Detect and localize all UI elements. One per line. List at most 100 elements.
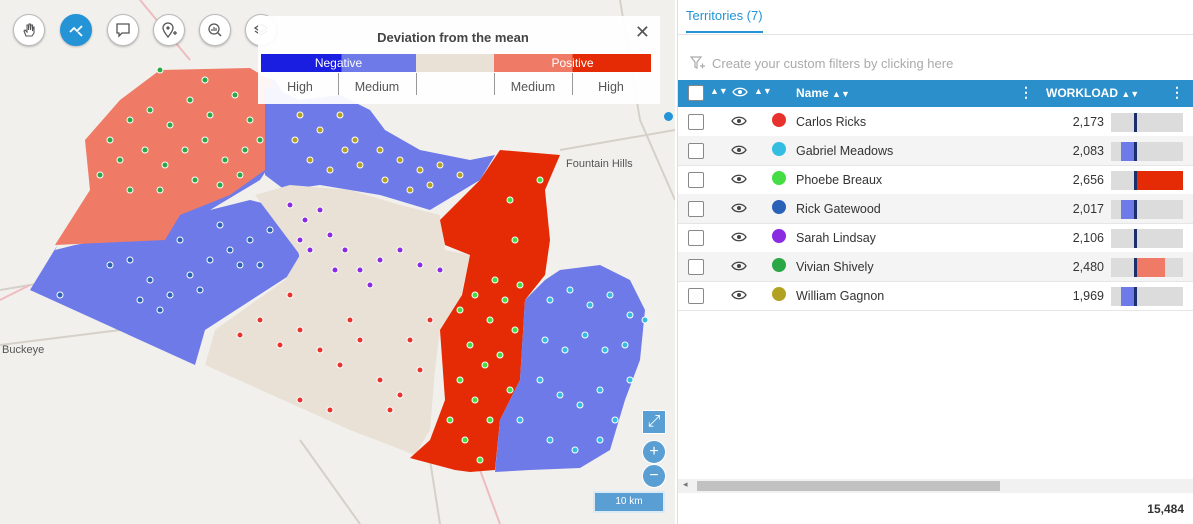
analyze-button[interactable] [199,14,231,46]
analyze-icon [208,23,222,37]
workload-deviation-gauge [1111,287,1183,306]
workload-deviation-gauge [1111,200,1183,219]
territory-color-dot [772,142,786,156]
place-fountain-hills: Fountain Hills [566,158,633,170]
comment-icon [116,23,130,38]
workload-deviation-gauge [1111,229,1183,248]
table-row[interactable]: Phoebe Breaux 2,656 [678,165,1193,195]
scrollbar-thumb[interactable] [697,481,1000,491]
table-row[interactable]: Sarah Lindsay 2,106 [678,223,1193,253]
row-checkbox[interactable] [688,201,704,217]
visibility-eye-icon[interactable] [731,202,747,214]
row-checkbox[interactable] [688,172,704,188]
gauge-fill [1137,258,1165,277]
visibility-eye-icon[interactable] [731,260,747,272]
select-all-checkbox[interactable] [688,85,704,101]
scroll-left-icon[interactable]: ◂ [683,479,688,489]
filter-add-icon [690,56,705,69]
comment-button[interactable] [107,14,139,46]
legend-separator [572,73,573,95]
zoom-out-button[interactable]: − [642,464,666,488]
territory-color-dot [772,287,786,301]
visibility-eye-icon[interactable] [731,115,747,127]
sort-icon[interactable]: ▲▼ [710,86,728,96]
zoom-in-button[interactable]: + [642,440,666,464]
territory-name: Phoebe Breaux [796,173,883,187]
legend-neutral-bar [416,54,494,72]
legend-separator [494,73,495,95]
workload-value: 2,017 [1072,202,1104,216]
legend-high-positive: High [598,80,624,94]
row-checkbox[interactable] [688,143,704,159]
tab-divider [678,34,1193,35]
territory-name: Sarah Lindsay [796,231,876,245]
table-row[interactable]: Carlos Ricks 2,173 [678,107,1193,137]
territory-name: Vivian Shively [796,260,874,274]
visibility-eye-icon[interactable] [731,173,747,185]
row-checkbox[interactable] [688,288,704,304]
tab-territories[interactable]: Territories (7) [686,8,763,33]
scale-bar: 10 km [593,491,665,513]
gauge-mean-marker [1134,229,1137,248]
workload-value: 2,083 [1072,144,1104,158]
visibility-eye-icon[interactable] [731,231,747,243]
gauge-mean-marker [1134,142,1137,161]
fullscreen-button[interactable]: ⤢ [642,410,666,434]
territory-name: Carlos Ricks [796,115,867,129]
visibility-header-icon[interactable] [732,86,748,98]
gauge-mean-marker [1134,200,1137,219]
territory-southeast [495,265,645,472]
column-menu-icon[interactable]: ⋮ [1170,84,1184,100]
row-checkbox[interactable] [688,259,704,275]
visibility-eye-icon[interactable] [731,289,747,301]
table-row[interactable]: Vivian Shively 2,480 [678,252,1193,282]
gauge-fill [1121,200,1137,219]
panel-resize-handle[interactable] [664,112,673,121]
hand-tool-button[interactable] [13,14,45,46]
territories-panel: Territories (7) Create your custom filte… [677,0,1193,524]
workload-value: 2,656 [1072,173,1104,187]
sort-icon[interactable]: ▲▼ [1121,89,1140,99]
territory-name: Gabriel Meadows [796,144,894,158]
column-name-header[interactable]: Name ▲▼ [796,86,850,100]
gauge-mean-marker [1134,113,1137,132]
legend-positive-label: Positive [551,56,594,70]
column-workload-header[interactable]: WORKLOAD ▲▼ [1046,86,1139,100]
legend-medium-positive: Medium [510,80,556,94]
legend-close-icon[interactable]: ✕ [634,22,650,42]
row-checkbox[interactable] [688,230,704,246]
sort-icon[interactable]: ▲▼ [754,86,772,96]
sort-icon[interactable]: ▲▼ [832,89,850,99]
row-checkbox[interactable] [688,114,704,130]
gauge-fill [1121,287,1137,306]
territory-map[interactable] [0,0,675,524]
filter-bar[interactable]: Create your custom filters by clicking h… [678,52,1193,74]
gauge-mean-marker [1134,171,1137,190]
legend-medium-negative: Medium [354,80,400,94]
workload-value: 2,480 [1072,260,1104,274]
territory-northwest [55,68,285,245]
territory-color-dot [772,229,786,243]
map-canvas[interactable]: Fountain Hills Buckeye Deviation from th… [0,0,675,524]
add-pin-icon [162,22,177,38]
hand-icon [23,23,35,37]
table-row[interactable]: William Gagnon 1,969 [678,281,1193,311]
table-row[interactable]: Rick Gatewood 2,017 [678,194,1193,224]
visibility-eye-icon[interactable] [731,144,747,156]
add-pin-button[interactable] [153,14,185,46]
gauge-fill [1121,142,1137,161]
gauge-fill [1137,171,1183,190]
workload-total: 15,484 [1147,502,1184,516]
lasso-select-button[interactable] [60,14,92,46]
territory-color-dot [772,171,786,185]
horizontal-scrollbar[interactable]: ◂ [678,479,1193,493]
territory-name: William Gagnon [796,289,885,303]
column-menu-icon[interactable]: ⋮ [1019,84,1033,100]
legend-negative-label: Negative [314,56,363,70]
lasso-select-icon [69,25,83,37]
column-name-label: Name [796,86,829,100]
expand-icon: ⤢ [647,413,661,430]
territory-color-dot [772,200,786,214]
legend-negative-bar: Negative [261,54,416,72]
table-row[interactable]: Gabriel Meadows 2,083 [678,136,1193,166]
